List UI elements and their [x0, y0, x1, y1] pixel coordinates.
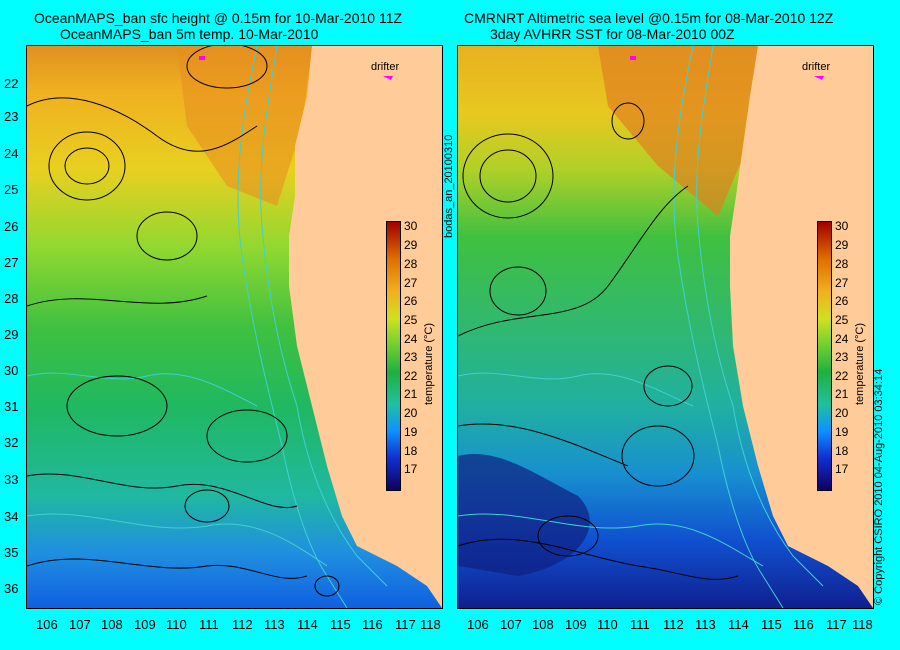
- right-colorbar-title: temperature (°C): [854, 322, 866, 405]
- lon-label: 107: [69, 617, 91, 632]
- lat-label: 33: [4, 472, 19, 487]
- lon-label: 107: [500, 617, 522, 632]
- lon-label: 111: [630, 617, 650, 632]
- drifter-track-icon: [814, 76, 824, 80]
- colorbar-tick: 24: [404, 332, 418, 346]
- colorbar-tick: 19: [404, 425, 418, 439]
- left-drifter-label: drifter: [371, 61, 399, 73]
- colorbar-tick: 20: [404, 406, 418, 420]
- left-colorbar-title: temperature (°C): [423, 322, 435, 405]
- lon-label: 114: [297, 617, 318, 632]
- right-map-svg: drifter: [458, 46, 873, 608]
- lat-label: 28: [4, 291, 19, 306]
- colorbar-tick: 22: [404, 369, 418, 383]
- colorbar-tick: 24: [835, 332, 849, 346]
- isobath-lines: [458, 46, 824, 608]
- sea-level-contours: [27, 46, 340, 597]
- lat-label: 31: [4, 399, 19, 414]
- drifter-start-icon: [199, 56, 205, 60]
- colorbar-tick: 20: [835, 406, 849, 420]
- colorbar-tick: 17: [404, 462, 418, 476]
- colorbar-tick: 18: [404, 444, 418, 458]
- lon-label: 117: [395, 617, 416, 632]
- lon-label: 110: [597, 617, 618, 632]
- colorbar-tick: 29: [404, 238, 418, 252]
- lon-label: 112: [663, 617, 684, 632]
- left-map-svg: drifter: [27, 46, 442, 608]
- colorbar-tick: 21: [404, 387, 418, 401]
- lat-label: 30: [4, 363, 19, 378]
- colorbar-tick: 30: [835, 219, 849, 233]
- lat-label: 25: [4, 182, 19, 197]
- lon-label: 114: [728, 617, 749, 632]
- analysis-id-text: bodas_an_20100310: [443, 134, 455, 238]
- colorbar-tick: 23: [835, 350, 849, 364]
- lon-label: 106: [36, 617, 58, 632]
- colorbar-tick: 27: [835, 276, 849, 290]
- colorbar-tick: 28: [404, 257, 418, 271]
- lon-label: 113: [264, 617, 285, 632]
- lon-label: 116: [793, 617, 814, 632]
- left-colorbar: [386, 221, 401, 491]
- lon-label: 110: [166, 617, 187, 632]
- colorbar-tick: 25: [835, 313, 849, 327]
- drifter-track-icon: [383, 76, 393, 80]
- lon-label: 106: [467, 617, 489, 632]
- colorbar-tick: 21: [835, 387, 849, 401]
- lon-label: 109: [565, 617, 587, 632]
- colorbar-tick: 26: [404, 294, 418, 308]
- lon-label: 112: [232, 617, 253, 632]
- lon-label: 113: [695, 617, 716, 632]
- land-mass: [730, 46, 873, 608]
- lon-label: 115: [330, 617, 351, 632]
- left-map-panel: drifter: [26, 45, 443, 609]
- lat-label: 35: [4, 545, 19, 560]
- colorbar-tick: 19: [835, 425, 849, 439]
- isobath-lines: [27, 46, 388, 608]
- right-drifter-label: drifter: [802, 61, 830, 73]
- lon-label: 118: [420, 617, 441, 632]
- lon-label: 118: [852, 617, 873, 632]
- lon-label: 108: [532, 617, 554, 632]
- right-title-line2: 3day AVHRR SST for 08-Mar-2010 00Z: [490, 26, 735, 42]
- colorbar-tick: 25: [404, 313, 418, 327]
- left-title-line1: OceanMAPS_ban sfc height @ 0.15m for 10-…: [34, 10, 403, 26]
- lon-label: 109: [134, 617, 156, 632]
- lat-label: 26: [4, 219, 19, 234]
- lon-label: 116: [362, 617, 383, 632]
- land-mass: [289, 46, 442, 608]
- lat-label: 36: [4, 581, 19, 596]
- colorbar-tick: 28: [835, 257, 849, 271]
- lat-label: 24: [4, 146, 19, 161]
- lon-label: 108: [101, 617, 123, 632]
- lat-label: 27: [4, 255, 19, 270]
- right-map-panel: drifter: [457, 45, 874, 609]
- copyright-text: © Copyright CSIRO 2010 04-Aug-2010 03:34…: [873, 368, 885, 605]
- drifter-start-icon: [630, 56, 636, 60]
- right-colorbar: [817, 221, 832, 491]
- colorbar-tick: 18: [835, 444, 849, 458]
- left-title-line2: OceanMAPS_ban 5m temp. 10-Mar-2010: [60, 26, 319, 42]
- right-title-line1: CMRNRT Altimetric sea level @0.15m for 0…: [464, 10, 834, 26]
- lat-label: 23: [4, 109, 19, 124]
- colorbar-tick: 26: [835, 294, 849, 308]
- lon-label: 117: [826, 617, 847, 632]
- cold-patch: [458, 454, 590, 576]
- lat-label: 29: [4, 327, 19, 342]
- lon-label: 111: [199, 617, 219, 632]
- sea-level-contours: [458, 102, 739, 580]
- colorbar-tick: 30: [404, 219, 418, 233]
- lat-label: 32: [4, 435, 19, 450]
- lat-label: 34: [4, 509, 19, 524]
- colorbar-tick: 17: [835, 462, 849, 476]
- lat-label: 22: [4, 76, 19, 91]
- colorbar-tick: 27: [404, 276, 418, 290]
- colorbar-tick: 29: [835, 238, 849, 252]
- colorbar-tick: 22: [835, 369, 849, 383]
- colorbar-tick: 23: [404, 350, 418, 364]
- lon-label: 115: [761, 617, 782, 632]
